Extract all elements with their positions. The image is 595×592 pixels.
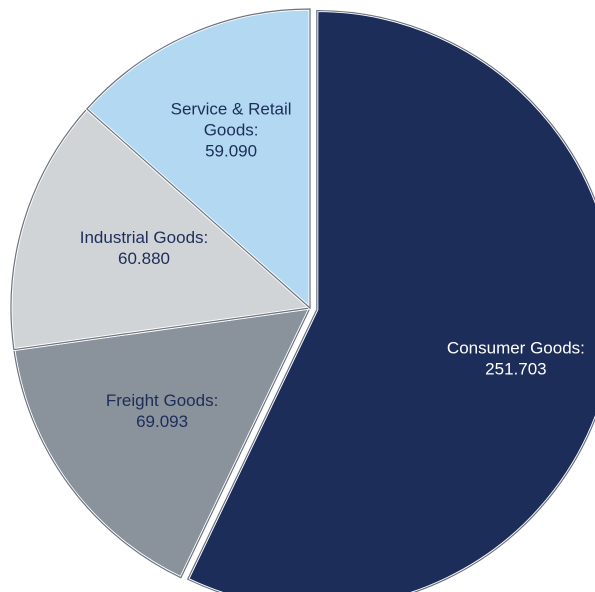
pie-slice-outline-service-and-retail-goods	[86, 8, 311, 310]
pie-label-service-and-retail-goods: Service & Retail Goods: 59.090	[171, 100, 292, 161]
labels-layer: Consumer Goods: 251.703 Freight Goods: 69.0…	[80, 100, 585, 431]
pie-label-freight-goods: Freight Goods: 69.093	[106, 391, 218, 431]
pie-label-industrial-goods: Industrial Goods: 60.880	[80, 228, 209, 268]
pie-slice-outline-consumer-goods	[186, 9, 595, 592]
pie-label-line: Service & Retail	[171, 100, 292, 119]
slices-layer	[9, 7, 595, 592]
pie-label-line: Goods:	[204, 121, 259, 140]
pie-label-line: Industrial Goods:	[80, 228, 209, 247]
pie-label-line: 60.880	[118, 249, 170, 268]
pie-label-line: Consumer Goods:	[447, 338, 585, 357]
pie-label-line: 59.090	[205, 142, 257, 161]
pie-label-line: 69.093	[136, 412, 188, 431]
pie-slice-outline-industrial-goods	[10, 108, 312, 351]
pie-label-line: 251.703	[485, 359, 546, 378]
pie-slice-outline-freight-goods	[13, 307, 312, 579]
pie-label-consumer-goods: Consumer Goods: 251.703	[447, 338, 585, 378]
pie-label-line: Freight Goods:	[106, 391, 218, 410]
